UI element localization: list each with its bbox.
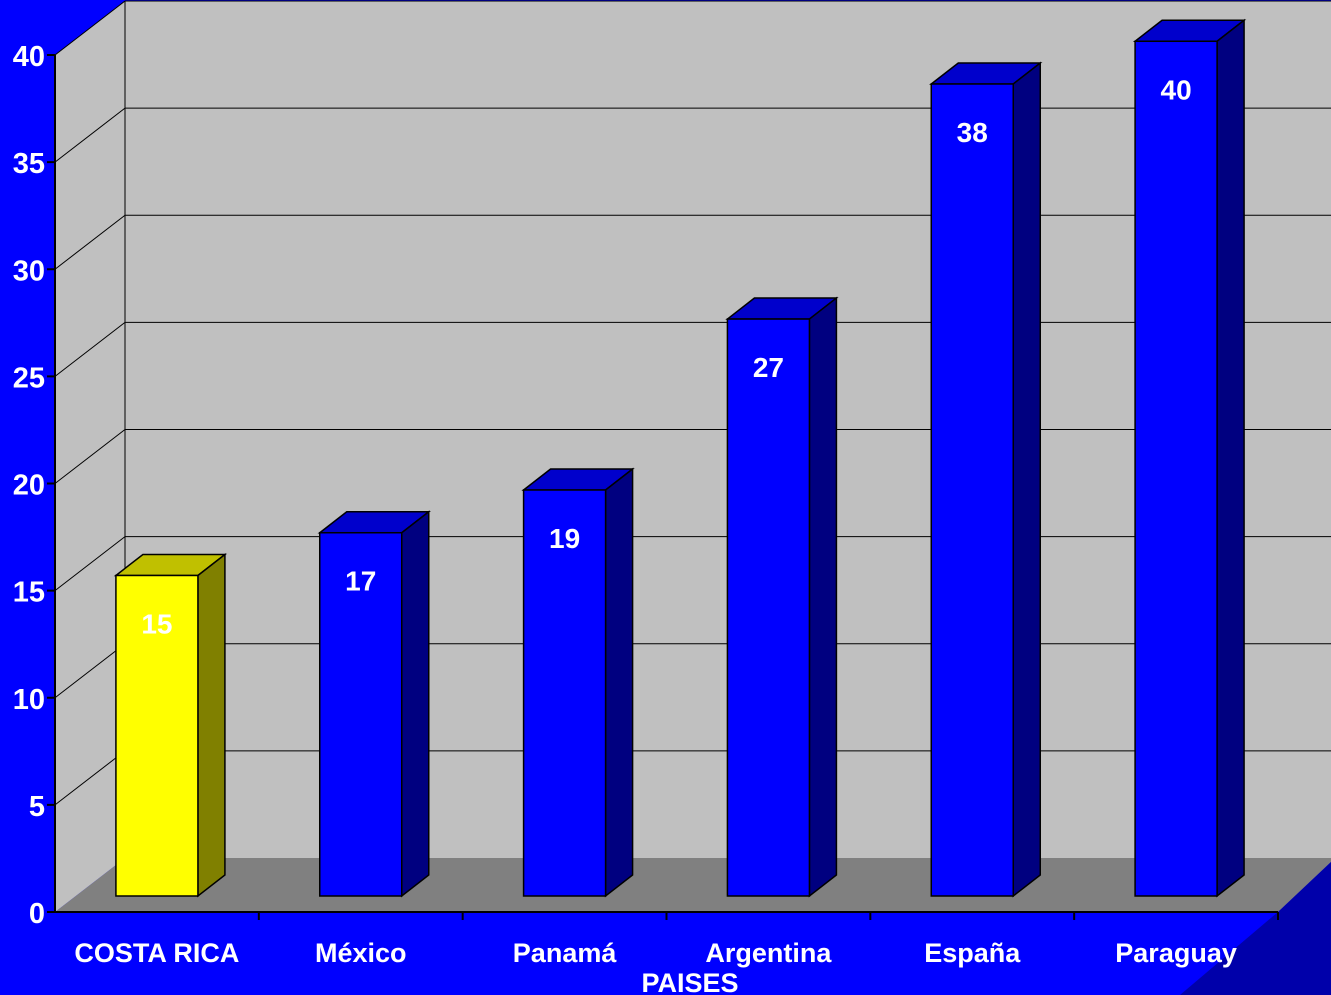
bar-side <box>1216 18 1245 898</box>
y-tick-label: 40 <box>13 41 45 73</box>
y-tick-label: 30 <box>13 255 45 287</box>
y-tick-label: 0 <box>29 898 45 930</box>
bar-side <box>808 296 838 898</box>
x-tick-label: COSTA RICA <box>74 938 239 968</box>
x-tick-label: Paraguay <box>1115 938 1237 968</box>
bar <box>726 318 811 897</box>
y-tick-label: 20 <box>13 470 45 502</box>
y-tick-label: 15 <box>13 577 45 609</box>
data-label: 40 <box>1161 74 1192 105</box>
bar-side <box>197 552 226 898</box>
data-label: 38 <box>957 117 988 148</box>
gridline-side <box>54 536 126 592</box>
data-label: 19 <box>549 523 580 554</box>
bar-side <box>401 510 430 898</box>
y-tick-label: 25 <box>13 362 45 394</box>
bar-side <box>1012 61 1041 898</box>
y-tick-label: 10 <box>13 684 45 716</box>
x-tick-label: España <box>924 938 1021 968</box>
gridline-side <box>54 643 126 699</box>
gridline-side <box>54 429 126 484</box>
y-tick-label: 35 <box>13 148 45 180</box>
gridline-side <box>54 750 126 806</box>
x-tick-label: Panamá <box>513 938 618 968</box>
x-tick-label: Argentina <box>705 938 832 968</box>
gridline-side <box>54 321 126 377</box>
floor-shadow <box>1180 862 1331 995</box>
data-label: 27 <box>753 352 784 383</box>
bar <box>522 489 607 897</box>
x-axis-title: PAISES <box>641 968 738 995</box>
y-tick-label: 5 <box>29 791 45 823</box>
gridline-side <box>54 214 126 270</box>
gridline-side <box>54 107 126 163</box>
gridline-side <box>54 0 126 56</box>
x-tick-label: México <box>315 938 407 968</box>
bar <box>1134 40 1218 897</box>
data-label: 17 <box>345 566 376 597</box>
data-label: 15 <box>141 608 172 639</box>
bar <box>319 531 403 897</box>
bar-side <box>604 467 634 898</box>
bar <box>115 574 199 897</box>
bar <box>930 83 1014 897</box>
